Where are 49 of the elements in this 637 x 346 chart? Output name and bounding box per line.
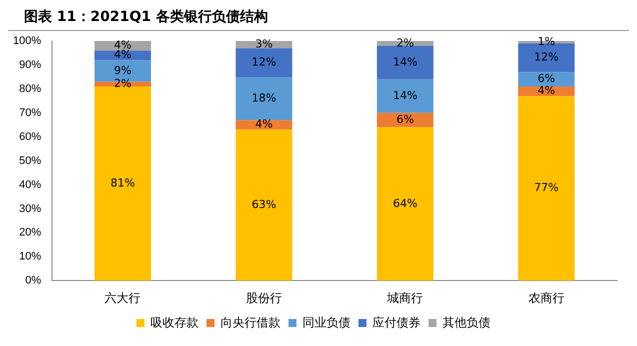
data-label: 12% [534, 50, 559, 64]
bar [236, 48, 292, 77]
bar [236, 76, 292, 120]
data-label: 81% [110, 176, 135, 190]
chart-title: 图表 11：2021Q1 各类银行负债结构 [8, 0, 629, 31]
x-tick-label: 股份行 [246, 291, 282, 306]
data-label: 63% [252, 198, 276, 211]
bar [376, 79, 434, 113]
legend-label: 同业负债 [302, 315, 350, 330]
data-label: 6% [538, 72, 556, 86]
data-label: 4% [114, 48, 132, 62]
data-label: 6% [396, 112, 414, 126]
x-tick-label: 农商行 [528, 291, 564, 306]
bar [94, 86, 151, 281]
bar [236, 130, 292, 281]
legend-label: 应付债券 [372, 315, 420, 330]
bar [376, 46, 434, 80]
y-tick-label: 50% [19, 154, 42, 167]
y-tick-label: 20% [19, 226, 42, 239]
bar [376, 127, 434, 281]
data-label: 64% [392, 196, 418, 210]
y-tick-label: 90% [19, 58, 42, 71]
data-label: 12% [252, 55, 276, 68]
y-tick-label: 70% [19, 106, 42, 119]
x-tick-label: 城商行 [386, 291, 424, 306]
y-tick-label: 10% [19, 250, 42, 263]
bar [376, 112, 434, 128]
data-label: 1% [538, 35, 556, 48]
data-label: 77% [534, 181, 559, 194]
x-tick-label: 六大行 [104, 291, 141, 306]
data-label: 14% [392, 88, 418, 102]
legend-label: 其他负债 [442, 315, 490, 330]
bar [518, 72, 575, 87]
bar [518, 96, 575, 281]
y-tick-label: 100% [12, 35, 42, 48]
y-tick-label: 60% [19, 130, 42, 143]
y-tick-label: 80% [19, 82, 42, 95]
data-label: 14% [392, 55, 418, 68]
data-label: 9% [114, 64, 132, 77]
y-tick-label: 0% [25, 274, 42, 287]
data-label: 2% [396, 36, 414, 50]
data-label: 3% [255, 37, 273, 50]
legend-label: 向央行借款 [220, 315, 280, 330]
data-label: 18% [252, 91, 276, 104]
y-tick-label: 30% [19, 202, 42, 215]
data-label: 4% [255, 118, 273, 131]
legend-label: 吸收存款 [150, 315, 198, 330]
data-label: 4% [538, 84, 556, 98]
y-tick-label: 40% [19, 178, 42, 191]
